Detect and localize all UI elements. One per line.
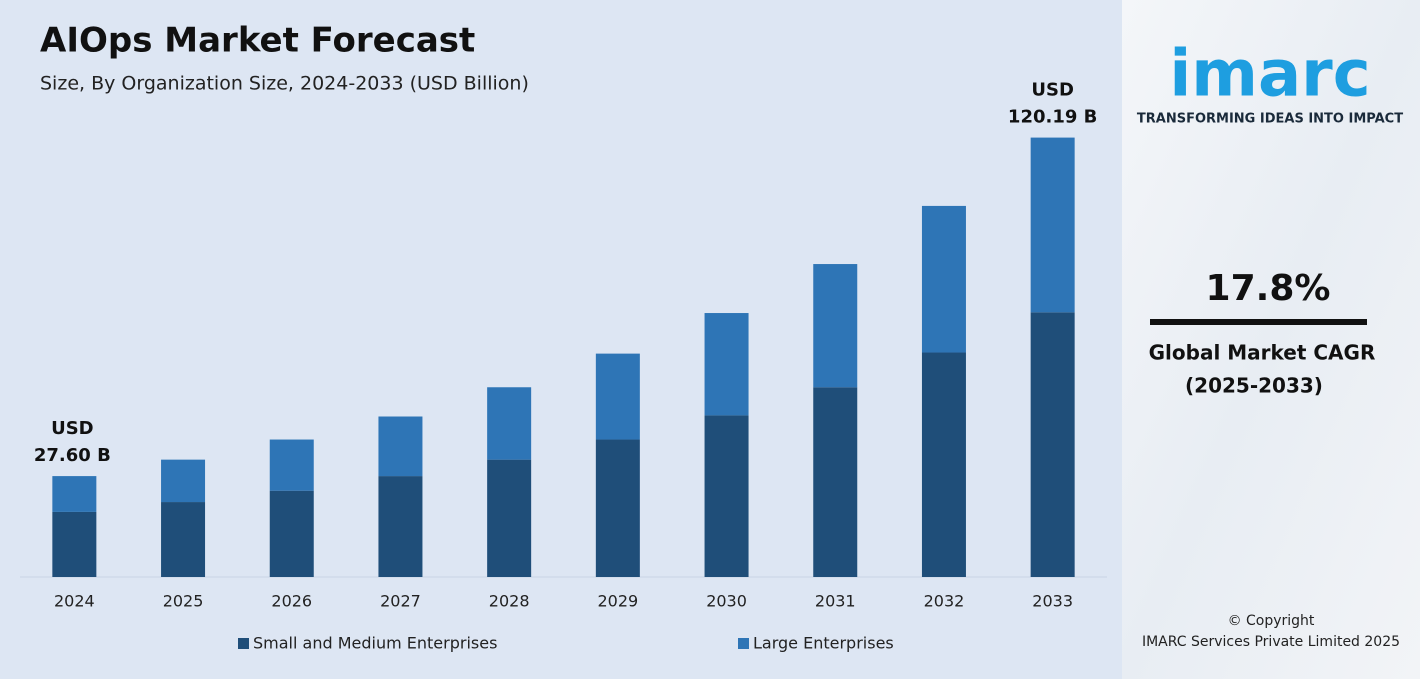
- bar-segment: [1030, 137, 1075, 313]
- x-tick-label: 2032: [924, 592, 965, 611]
- bar-segment: [487, 387, 532, 460]
- bar-segment: [704, 415, 749, 577]
- legend-label: Small and Medium Enterprises: [253, 634, 497, 653]
- chart-subtitle: Size, By Organization Size, 2024-2033 (U…: [40, 73, 529, 95]
- x-tick-label: 2025: [163, 592, 204, 611]
- bar-segment: [161, 502, 206, 577]
- legend-label: Large Enterprises: [753, 634, 894, 653]
- side-background: [1122, 0, 1420, 679]
- bar-segment: [487, 459, 532, 577]
- cagr-rule: [1150, 319, 1367, 325]
- bar-segment: [704, 313, 749, 416]
- x-tick-label: 2030: [706, 592, 747, 611]
- x-tick-label: 2029: [597, 592, 638, 611]
- bar-segment: [921, 205, 966, 353]
- bar-segment: [269, 439, 314, 491]
- cagr-value: 17.8%: [1206, 268, 1331, 309]
- x-tick-label: 2033: [1032, 592, 1073, 611]
- legend-swatch: [238, 638, 249, 649]
- bar-segment: [52, 476, 97, 512]
- x-tick-label: 2031: [815, 592, 856, 611]
- bar-segment: [1030, 312, 1075, 577]
- bar-segment: [813, 387, 858, 577]
- total-label: 27.60 B: [34, 445, 111, 466]
- bar-segment: [921, 352, 966, 577]
- bar-segment: [378, 416, 423, 477]
- bar-segment: [378, 476, 423, 577]
- bar-segment: [161, 459, 206, 503]
- logo: imarc: [1169, 38, 1370, 112]
- bar-segment: [813, 264, 858, 388]
- cagr-label: Global Market CAGR: [1149, 341, 1376, 365]
- x-tick-label: 2027: [380, 592, 421, 611]
- cagr-period: (2025-2033): [1185, 374, 1323, 398]
- bar-segment: [595, 439, 640, 577]
- tagline: TRANSFORMING IDEAS INTO IMPACT: [1137, 112, 1403, 127]
- x-tick-label: 2026: [271, 592, 312, 611]
- chart-title: AIOps Market Forecast: [40, 21, 475, 61]
- bar-segment: [595, 353, 640, 440]
- x-tick-label: 2028: [489, 592, 530, 611]
- copyright-company: IMARC Services Private Limited 2025: [1142, 634, 1400, 650]
- copyright: © Copyright: [1228, 613, 1315, 629]
- total-label: USD: [51, 418, 94, 439]
- legend-swatch: [738, 638, 749, 649]
- bar-segment: [52, 511, 97, 577]
- total-label: USD: [1031, 80, 1074, 101]
- total-label: 120.19 B: [1008, 107, 1097, 128]
- x-tick-label: 2024: [54, 592, 95, 611]
- bar-segment: [269, 490, 314, 577]
